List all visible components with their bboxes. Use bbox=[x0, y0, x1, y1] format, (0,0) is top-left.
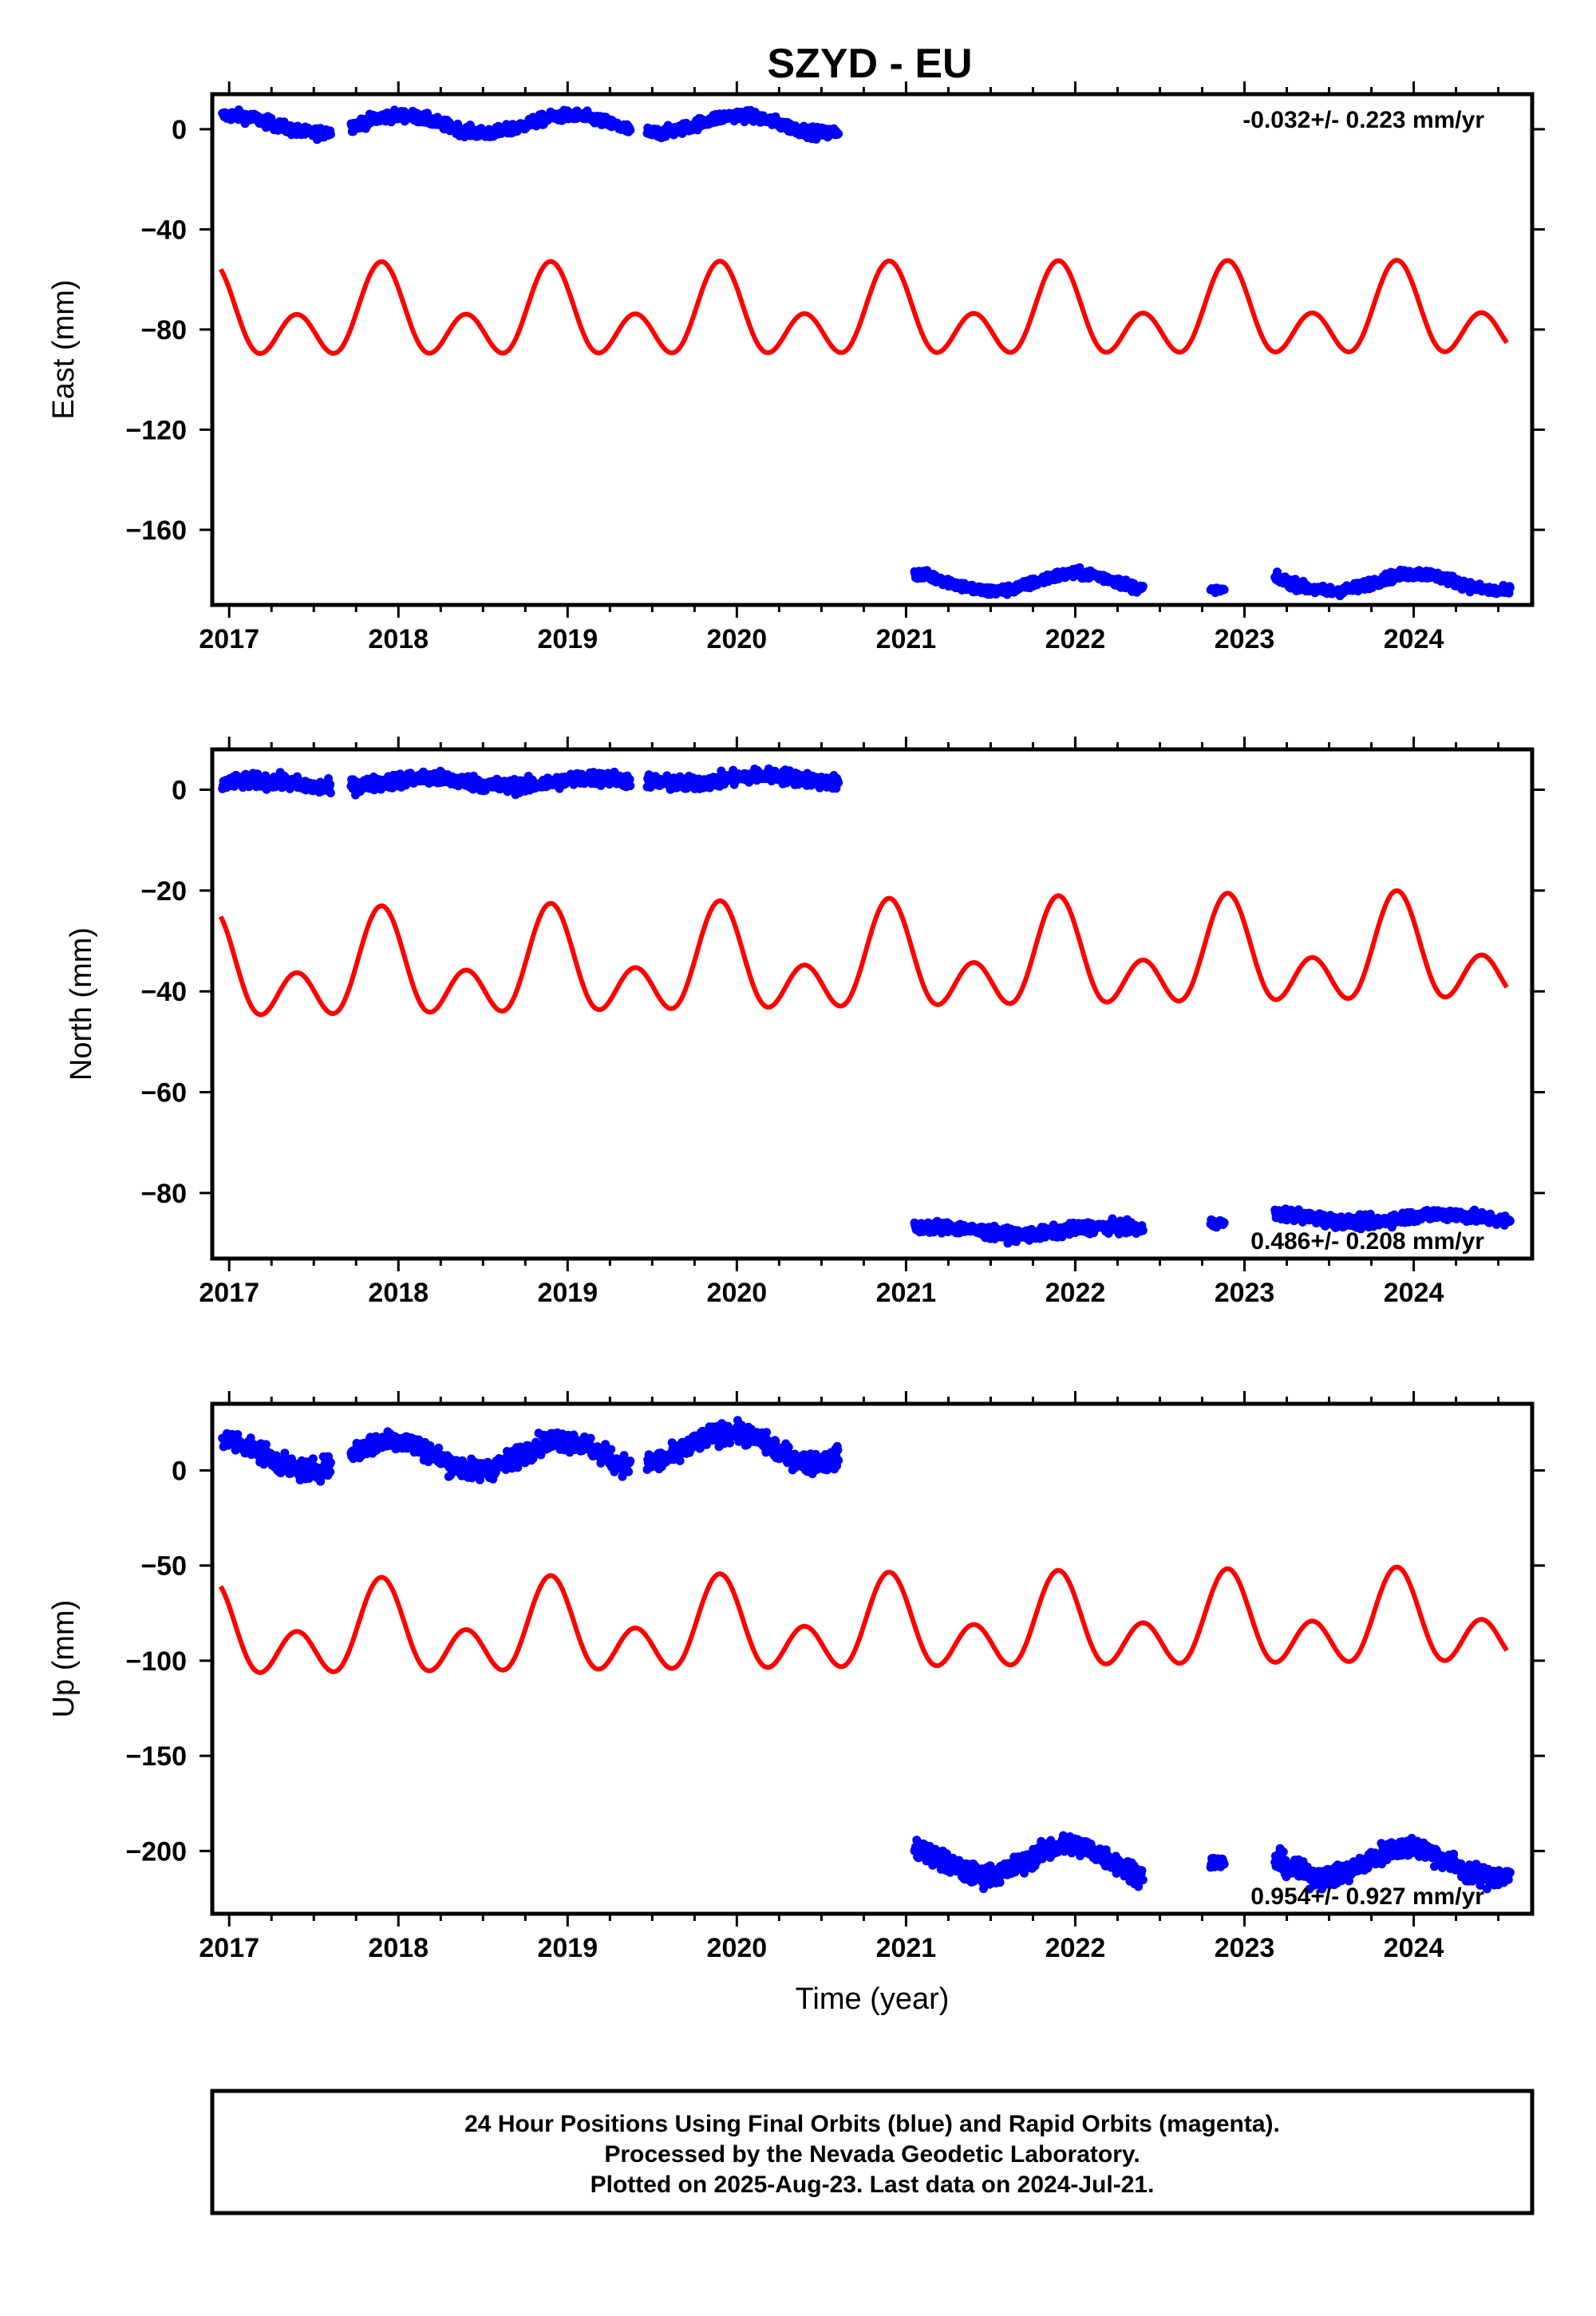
data-point bbox=[326, 788, 335, 798]
x-tick-label: 2024 bbox=[1384, 624, 1444, 654]
y-tick-label: 0 bbox=[172, 115, 187, 145]
y-tick-label: −20 bbox=[140, 876, 187, 907]
data-point bbox=[624, 1467, 634, 1476]
data-points bbox=[218, 1416, 1515, 1894]
y-tick-label: 0 bbox=[172, 776, 187, 806]
x-tick-label: 2018 bbox=[368, 624, 429, 654]
data-point bbox=[626, 781, 635, 791]
y-tick-label: −120 bbox=[125, 415, 187, 445]
y-axis-label: East (mm) bbox=[47, 279, 81, 419]
data-point bbox=[762, 1428, 772, 1437]
seasonal-model-line bbox=[218, 888, 1509, 1018]
data-point bbox=[833, 1445, 843, 1455]
x-tick-label: 2017 bbox=[199, 624, 259, 654]
x-tick-label: 2021 bbox=[876, 624, 937, 654]
data-point bbox=[326, 1458, 335, 1468]
data-point bbox=[308, 1454, 318, 1464]
x-tick-label: 2017 bbox=[199, 1278, 259, 1308]
x-tick-label: 2022 bbox=[1045, 624, 1106, 654]
data-point bbox=[834, 1456, 843, 1465]
panel-up: 2017 2018 2019 2020 2021 2022 2023 20240−50−100… bbox=[47, 1391, 1545, 1963]
x-tick-label: 2019 bbox=[537, 624, 598, 654]
x-tick-label: 2021 bbox=[876, 1278, 937, 1308]
data-point bbox=[271, 1451, 281, 1460]
y-tick-label: −60 bbox=[140, 1078, 187, 1109]
data-point bbox=[233, 1429, 243, 1439]
x-tick-label: 2020 bbox=[707, 1278, 768, 1308]
y-tick-label: −160 bbox=[125, 516, 187, 546]
data-point bbox=[1505, 583, 1515, 592]
chart-title: SZYD - EU bbox=[767, 41, 972, 87]
x-tick-label: 2023 bbox=[1215, 624, 1275, 654]
y-tick-label: −80 bbox=[140, 315, 187, 346]
panel-east: 2017 2018 2019 2020 2021 2022 2023 2024 0 −40 −80 −… bbox=[47, 81, 1545, 654]
data-point bbox=[834, 778, 843, 788]
data-point bbox=[626, 1456, 635, 1466]
y-tick-label: −40 bbox=[140, 215, 187, 245]
panel-north: 2017 2018 2019 2020 2021 2022 2023 2024 0 −20 −40 −… bbox=[65, 737, 1545, 1308]
data-point bbox=[246, 1433, 255, 1443]
x-tick-label: 2020 bbox=[707, 624, 768, 654]
data-point bbox=[626, 125, 635, 135]
data-point bbox=[326, 129, 335, 139]
data-point bbox=[261, 1440, 271, 1449]
y-tick-label: −40 bbox=[140, 977, 187, 1007]
y-tick-label: −80 bbox=[140, 1179, 187, 1209]
data-points bbox=[218, 105, 1515, 601]
data-point bbox=[675, 1456, 685, 1465]
data-point bbox=[606, 1445, 616, 1454]
rate-annotation: -0.032+/- 0.223 mm/yr bbox=[1242, 107, 1484, 133]
data-point bbox=[326, 780, 335, 789]
rate-annotation: 0.486+/- 0.208 mm/yr bbox=[1250, 1228, 1484, 1255]
data-point bbox=[1138, 582, 1148, 591]
seasonal-model-line bbox=[218, 258, 1509, 356]
x-tick-label: 2024 bbox=[1384, 1278, 1444, 1308]
plot-frame bbox=[210, 747, 1535, 1261]
data-point bbox=[784, 1442, 793, 1452]
data-point bbox=[326, 1467, 335, 1476]
data-point bbox=[1219, 585, 1229, 595]
data-points bbox=[218, 764, 1515, 1248]
x-tick-label: 2018 bbox=[368, 1278, 429, 1308]
data-point bbox=[625, 775, 634, 785]
data-point bbox=[586, 1433, 595, 1443]
panels: 2017 2018 2019 2020 2021 2022 2023 2024 0 −40 −80 −… bbox=[47, 81, 1545, 1963]
y-axis-label: North (mm) bbox=[65, 927, 98, 1081]
data-point bbox=[1138, 1226, 1148, 1235]
data-point bbox=[1505, 1216, 1515, 1226]
plot-frame bbox=[210, 92, 1535, 607]
data-point bbox=[1219, 1218, 1229, 1227]
data-point bbox=[434, 1443, 444, 1452]
data-point bbox=[834, 129, 843, 139]
x-tick-label: 2022 bbox=[1045, 1278, 1106, 1308]
x-tick-label: 2023 bbox=[1215, 1278, 1275, 1308]
x-tick-label: 2019 bbox=[537, 1278, 598, 1308]
